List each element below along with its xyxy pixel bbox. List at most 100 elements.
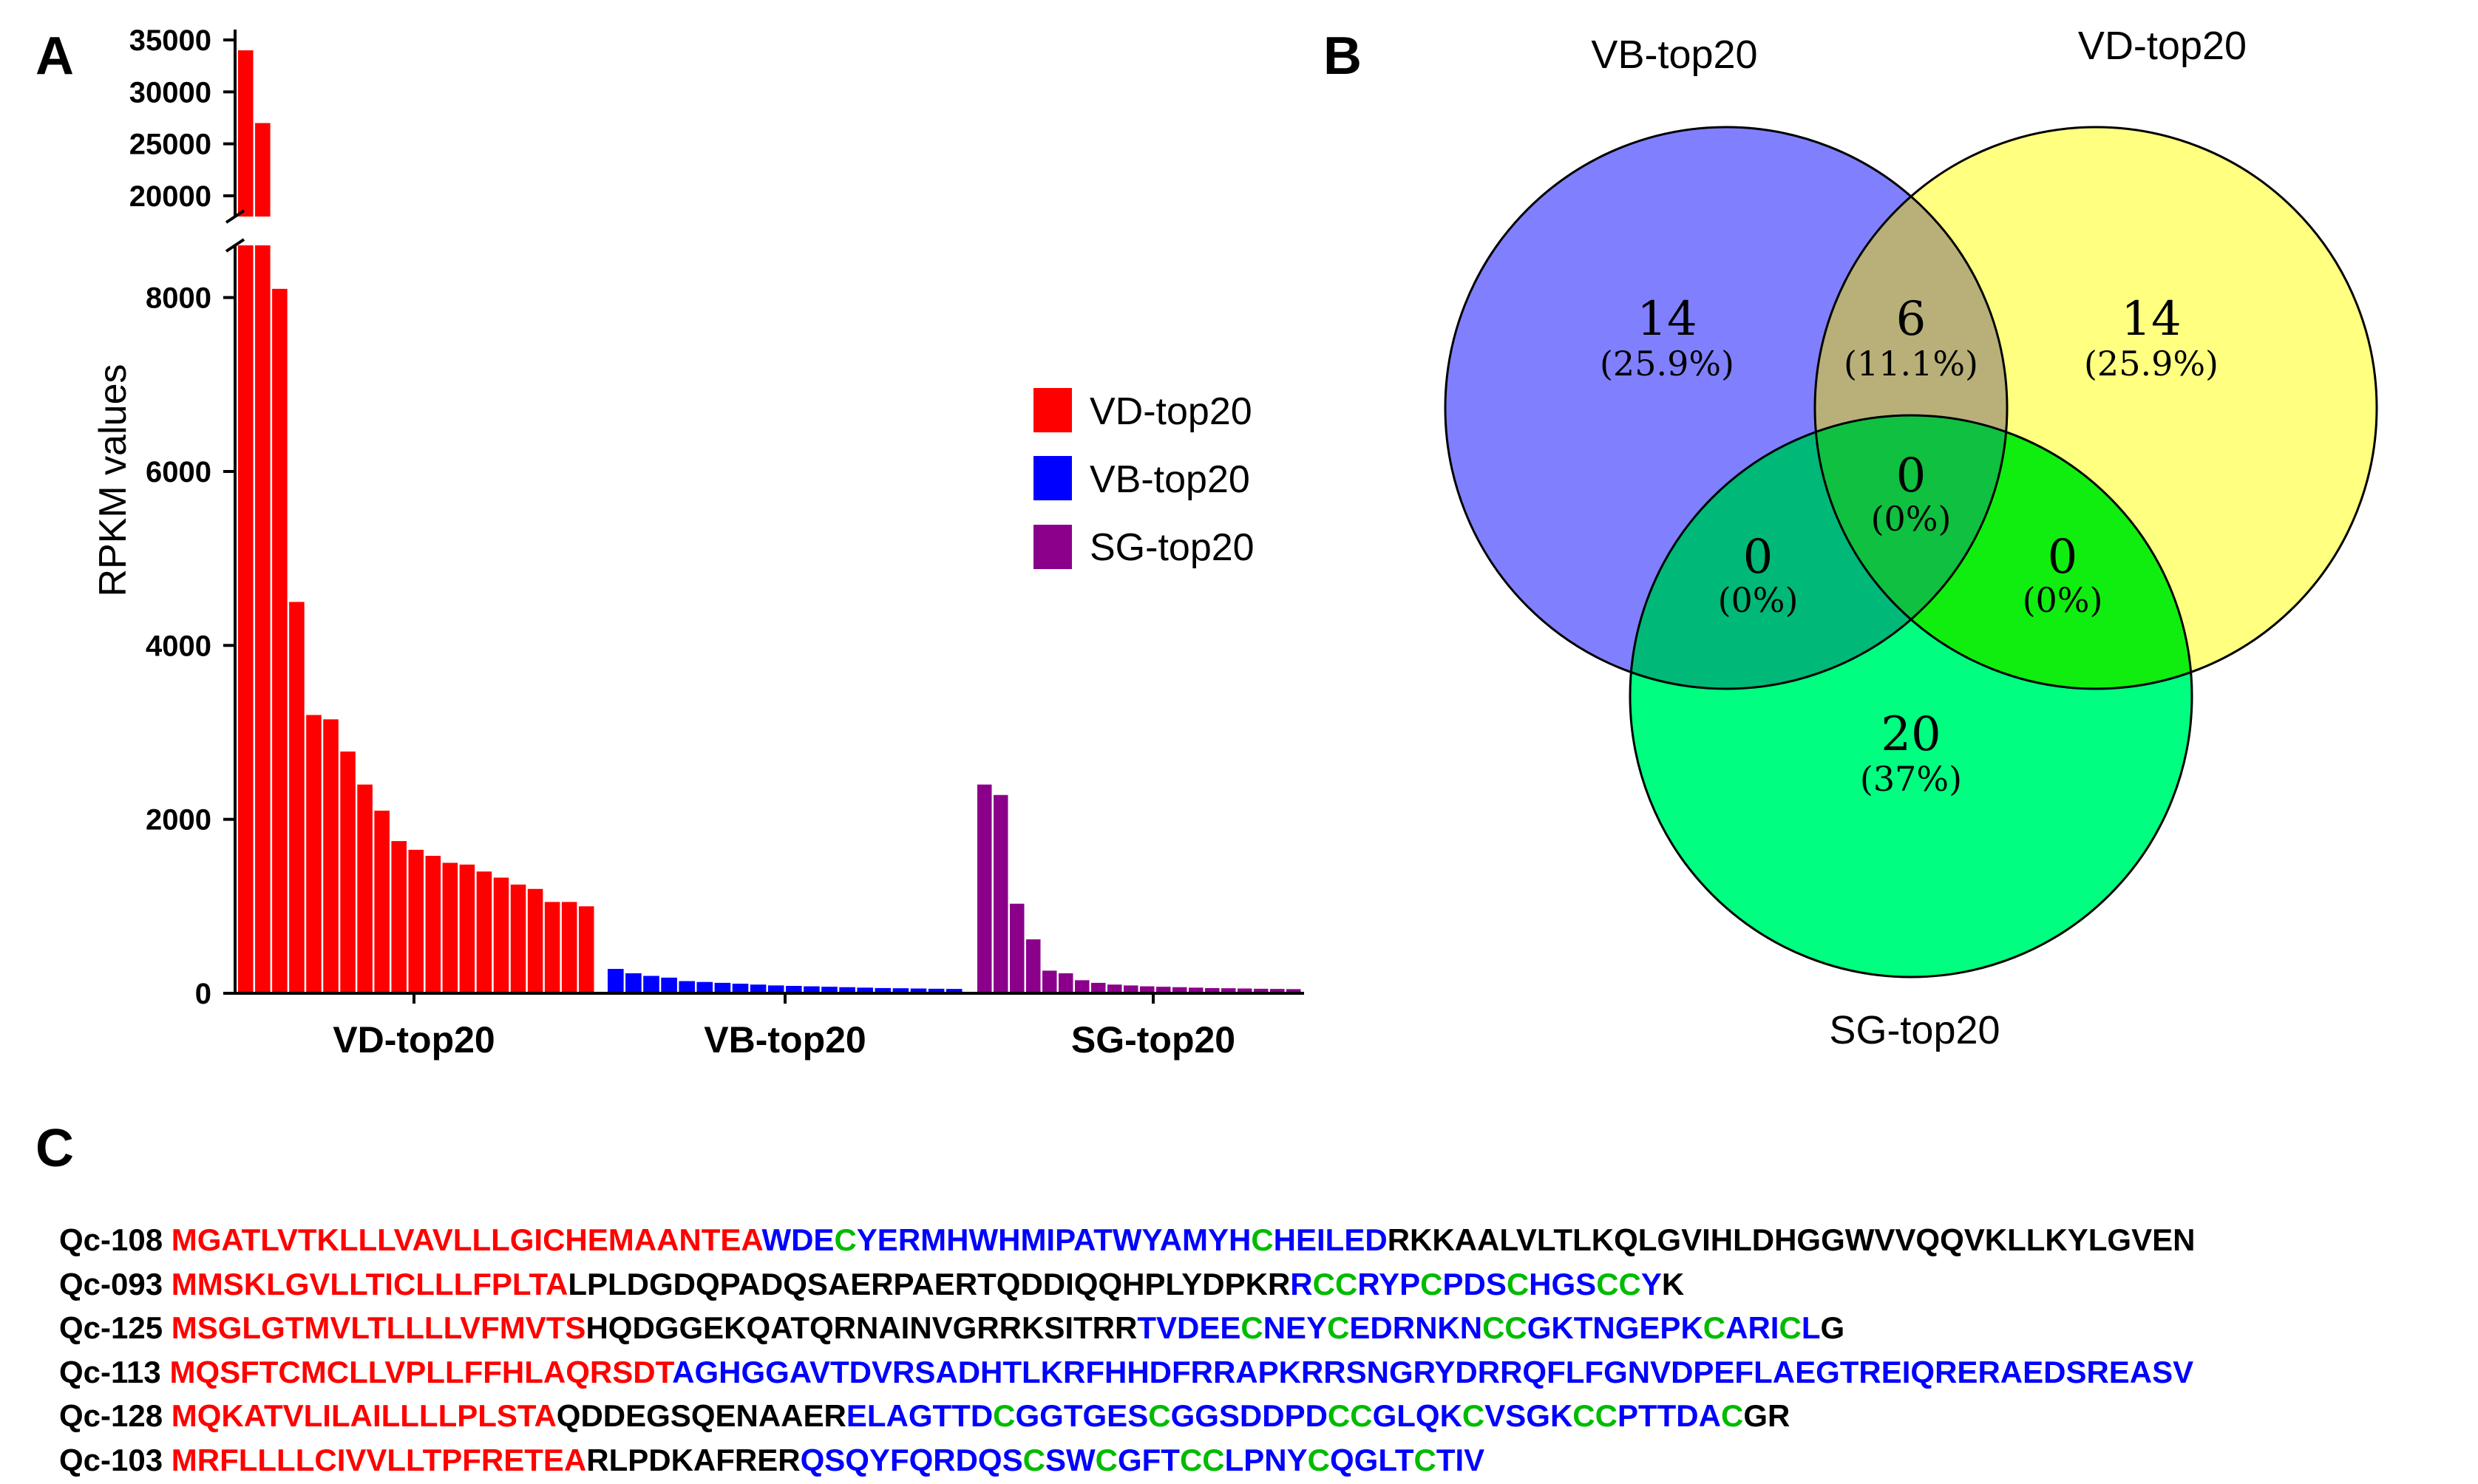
sequence-segment-cys: CC [1572,1398,1618,1433]
sequence-row: Qc-128 MQKATVLILAILLLLPLSTAQDDEGSQENAAER… [59,1394,2469,1438]
bar-sg-16 [1221,988,1236,993]
bar-vb-12 [804,986,820,993]
bar-sg-1 [977,784,992,993]
sequence-segment-other: RLPDKAFRER [586,1442,801,1477]
sequence-segment-signal: MRFLLLLCIVVLLTPFRETEA [171,1442,587,1477]
sequence-segment-cys: C [1022,1442,1045,1477]
sequence-segment-mature: TVDEE [1137,1310,1241,1345]
legend-label-vd: VD-top20 [1090,390,1252,433]
bar-vd-7 [340,751,356,993]
panel-label-a: A [35,27,74,86]
legend-label-sg: SG-top20 [1090,526,1255,569]
sequence-segment-mature: PTTDA [1617,1398,1721,1433]
venn-percent-vb-only: (25.9%) [1600,344,1734,384]
sequence-row: Qc-103 MRFLLLLCIVVLLTPFRETEARLPDKAFRERQS… [59,1438,2469,1483]
sequence-row: Qc-125 MSGLGTMVLTLLLLVFMVTSHQDGGEKQATQRN… [59,1306,2469,1350]
sequence-segment-mature: SW [1045,1442,1096,1477]
sequence-segment-mature: WDE [761,1222,835,1257]
sequence-segment-cys: C [1720,1398,1744,1433]
y-tick-label-upper-1: 25000 [129,129,211,161]
sequence-segment-signal: MMSKLGVLLTICLLLFPLTA [171,1266,568,1301]
sequence-segment-cys: C [1462,1398,1485,1433]
sequence-segment-mature: ARI [1725,1310,1779,1345]
sequence-segment-cys: C [1240,1310,1263,1345]
bar-sg-18 [1254,988,1269,993]
sequence-segment-mature: GGSDDPD [1170,1398,1328,1433]
sequence-segment-mature: HEILED [1273,1222,1388,1257]
bar-vd-17 [510,884,526,993]
sequence-segment-mature: GGTGES [1015,1398,1149,1433]
bar-vd-10 [391,841,407,993]
sequence-segment-cys: CC [1312,1266,1358,1301]
bar-vd-4 [289,602,305,993]
sequence-segment-other: K [1661,1266,1685,1301]
sequence-id: Qc-113 [59,1354,170,1389]
sequence-id: Qc-108 [59,1222,172,1257]
bar-sg-6 [1059,973,1073,993]
bar-vd-2-upper [255,123,271,217]
bar-vb-11 [786,985,802,993]
sequence-segment-cys: C [1307,1442,1330,1477]
bar-vb-10 [767,985,784,993]
y-axis-label: RPKM values [92,364,135,597]
sequence-segment-cys: CC [1179,1442,1225,1477]
sequence-segment-mature: HGS [1529,1266,1597,1301]
bar-sg-14 [1189,987,1204,993]
bar-chart: 0 2000 4000 6000 8000 20000 25000 30000 35000 RP… [92,24,1304,1061]
sequence-segment-other: RKKAALVLTLKQLGVIHLDHGGWVVQQVKLLKYLGVEN [1387,1222,2196,1257]
bar-vd-9 [374,810,390,993]
venn-percent-vb-vd: (11.1%) [1844,344,1978,384]
sequence-segment-mature: R [1290,1266,1313,1301]
bar-vd-3 [272,288,288,993]
bar-vd-1-lower [238,245,254,993]
venn-percent-all: (0%) [1871,499,1952,539]
bar-vb-1 [608,969,624,993]
sequence-segment-cys: C [1506,1266,1530,1301]
y-tick-label-lower-3: 6000 [146,456,211,489]
bar-vd-2-lower [255,245,271,993]
sequence-row: Qc-093 MMSKLGVLLTICLLLFPLTALPLDGDQPADQSA… [59,1262,2469,1307]
venn-title-vb: VB-top20 [1591,33,1757,77]
bar-vb-16 [875,987,892,993]
y-tick-label-upper-3: 35000 [129,24,211,57]
bars-layer [238,50,1301,993]
venn-diagram: VB-top20 VD-top20 SG-top20 14 (25.9%) 6 … [1444,24,2378,1052]
sequence-segment-mature: NEY [1263,1310,1328,1345]
venn-percent-vd-only: (25.9%) [2084,344,2219,384]
sequence-segment-cys: C [834,1222,857,1257]
sequence-segment-mature: GLQK [1372,1398,1462,1433]
sequence-segment-cys: C [1413,1442,1436,1477]
sequence-segment-mature: GFT [1117,1442,1180,1477]
sequence-segment-other: GR [1743,1398,1790,1433]
bar-sg-13 [1172,987,1187,993]
axis-break-mark-bottom [225,238,245,253]
sequence-segment-mature: RYP [1357,1266,1421,1301]
bar-vb-17 [892,988,909,993]
y-tick-label-upper-2: 30000 [129,76,211,109]
sequence-segment-mature: LPNY [1224,1442,1308,1477]
bar-vd-8 [357,784,373,993]
bar-vb-2 [625,973,642,993]
bar-vd-18 [527,888,543,993]
bar-sg-9 [1107,984,1122,993]
group-label-vd: VD-top20 [333,1019,495,1061]
bar-vd-12 [425,856,441,993]
venn-percent-vd-sg: (0%) [2023,580,2103,620]
venn-overlap-vb-sg [1630,415,2007,689]
sequence-segment-signal: MGATLVTKLLLVAVLLLGICHEMAANTEA [171,1222,762,1257]
sequence-id: Qc-103 [59,1442,172,1477]
legend-swatch-sg [1033,525,1072,569]
sequence-id: Qc-125 [59,1310,172,1345]
bar-vb-19 [928,988,945,993]
venn-count-all: 0 [1896,449,1927,503]
sequence-segment-cys: C [1703,1310,1726,1345]
bar-vd-11 [408,849,424,993]
group-label-sg: SG-top20 [1071,1019,1235,1061]
venn-count-sg-only: 20 [1881,707,1941,762]
sequence-row: Qc-108 MGATLVTKLLLVAVLLLGICHEMAANTEAWDEC… [59,1218,2469,1262]
venn-count-vb-vd: 6 [1896,292,1927,347]
bar-sg-17 [1238,988,1252,993]
bar-sg-19 [1270,989,1285,993]
sequence-segment-signal: MQKATVLILAILLLLPLSTA [171,1398,557,1433]
bar-vb-4 [661,977,677,993]
